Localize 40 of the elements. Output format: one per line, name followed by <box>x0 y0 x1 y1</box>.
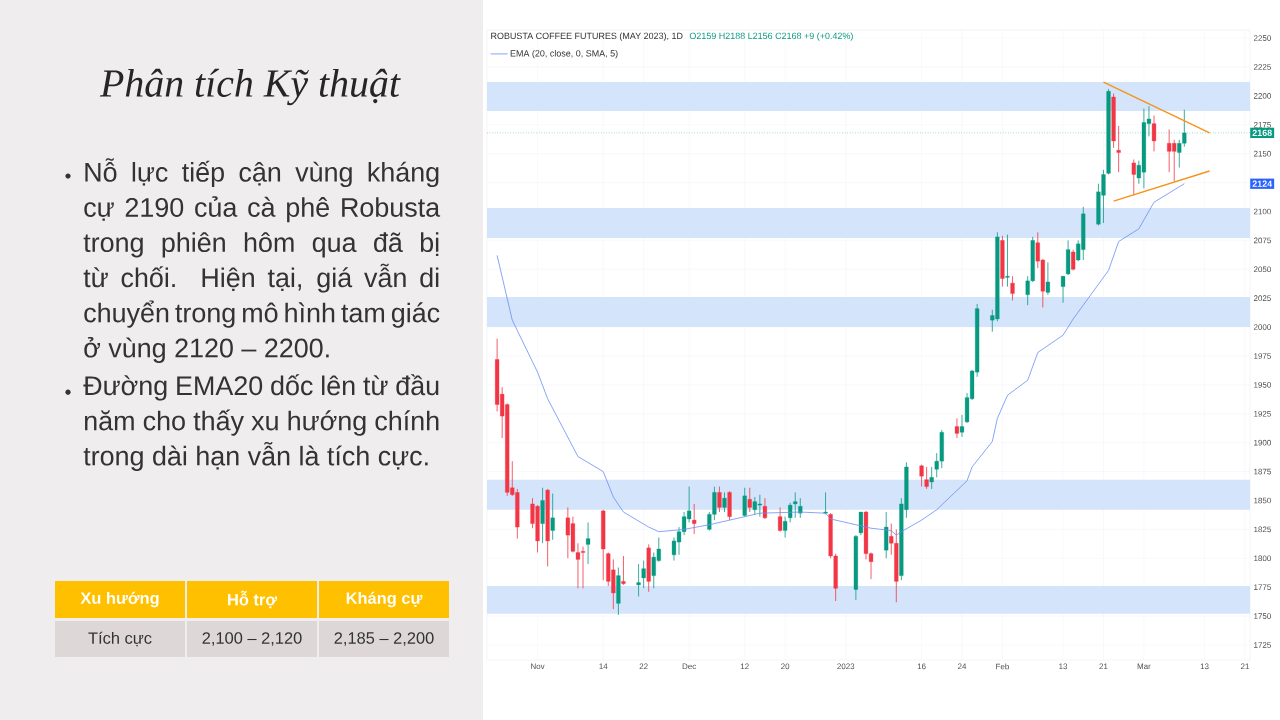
candlestick <box>717 486 722 513</box>
text: 2,185 – 2,200 <box>334 632 434 646</box>
candlestick <box>747 487 752 513</box>
text: Đường EMA20 dốc lên từ đầu năm cho thấy xu hướng chính trong dài hạn vẫn là tích cực. <box>83 374 439 471</box>
legend-label: EMA (20, close, 0, SMA, 5) <box>510 49 618 59</box>
candlestick <box>641 560 646 589</box>
candlestick <box>1151 115 1157 152</box>
text: Kháng cự <box>346 591 423 608</box>
candlestick <box>550 493 555 541</box>
text: Tích cực <box>88 631 152 647</box>
text: Xu hướng <box>80 591 159 608</box>
candlestick <box>621 555 626 586</box>
candlestick <box>1010 275 1015 301</box>
text: Nỗ lực tiếp cận vùng kháng cự 2190 của cà phê Robusta trong phiên hôm qua đã bị từ chối. Hiện tại, giá vẫn di chuyển trong mô hình tam giác ở vùng 2120 – 2200. <box>83 158 441 363</box>
candlestick <box>858 511 863 536</box>
candlestick <box>1005 234 1010 288</box>
candlestick <box>585 522 591 565</box>
line-series <box>496 183 1185 536</box>
candlestick <box>884 511 889 559</box>
chart-title: ROBUSTA COFFEE FUTURES (MAY 2023), 1D <box>491 32 683 41</box>
candlestick <box>778 507 783 533</box>
candlestick <box>1060 275 1066 304</box>
chart-subtitle: O2159 H2188 L2156 C2168 +9 (+0.42%) <box>689 32 853 41</box>
candlestick <box>742 487 747 518</box>
ref-line-label: 2168 <box>1252 129 1272 137</box>
candlestick <box>924 466 929 490</box>
candlestick <box>1116 125 1121 173</box>
candlestick <box>929 466 934 490</box>
candlestick <box>540 487 545 544</box>
annotation: 2124 <box>1252 180 1273 187</box>
candlestick <box>783 516 788 538</box>
candlestick <box>954 418 960 439</box>
candlestick <box>1131 159 1136 196</box>
candlestick <box>636 563 641 597</box>
text: Phân tích Kỹ thuật <box>99 68 401 106</box>
candlestick <box>1045 261 1050 296</box>
candlestick <box>692 503 697 535</box>
candlestick <box>722 491 727 513</box>
text: 2,100 – 2,120 <box>202 632 302 646</box>
text: Hỗ trợ <box>228 590 278 609</box>
